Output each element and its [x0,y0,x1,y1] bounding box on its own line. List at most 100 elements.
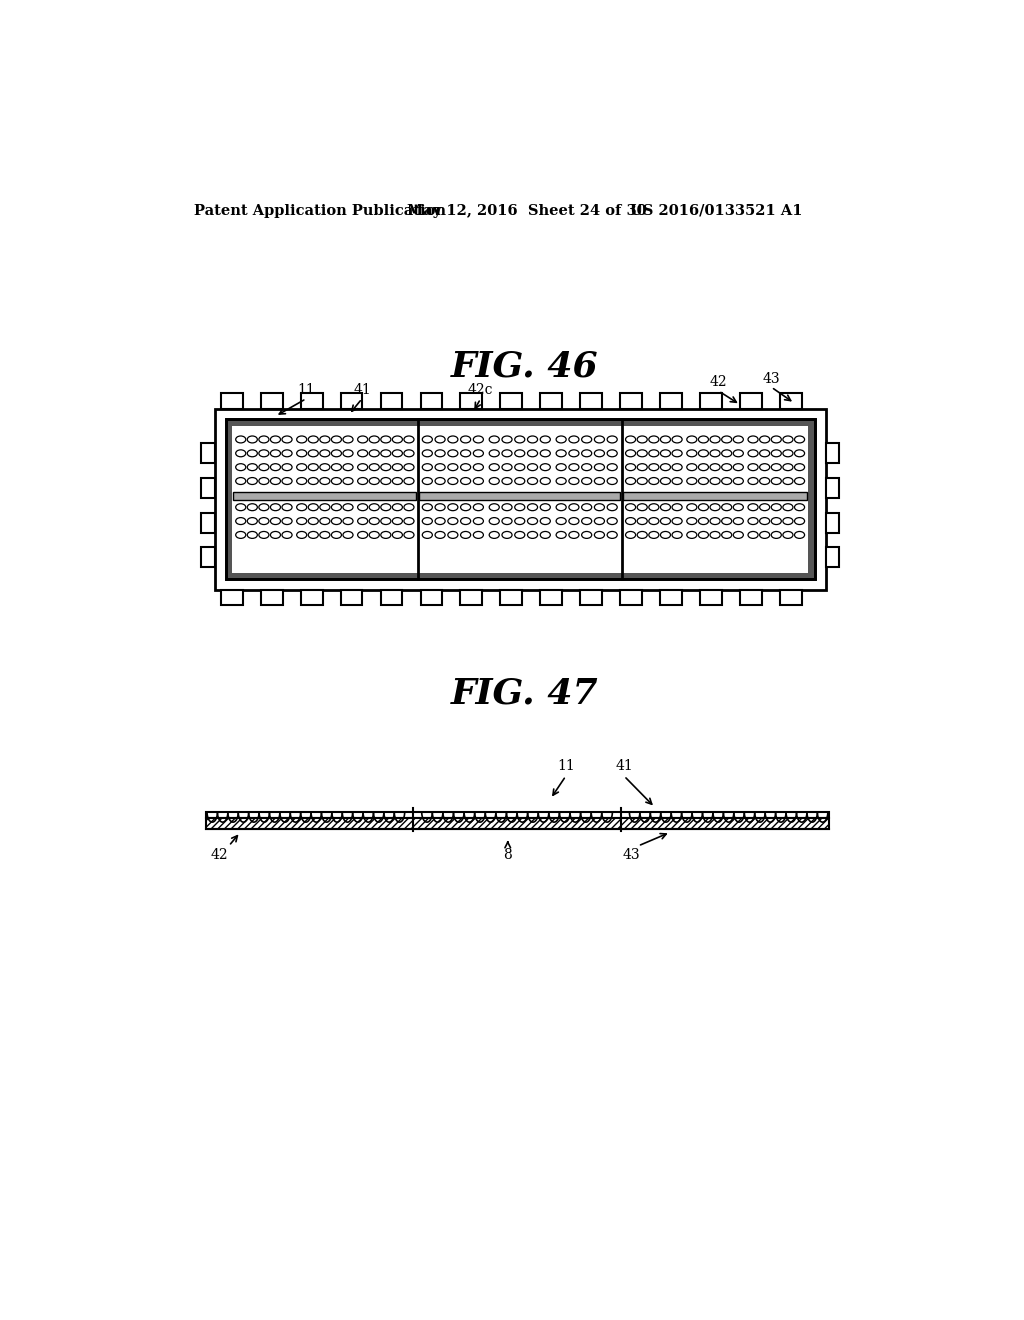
Ellipse shape [556,532,566,539]
Ellipse shape [489,436,500,444]
Ellipse shape [607,436,617,444]
Ellipse shape [319,478,330,484]
Ellipse shape [381,450,391,457]
Ellipse shape [687,532,697,539]
Ellipse shape [332,463,341,471]
Ellipse shape [783,504,793,511]
Ellipse shape [556,504,566,511]
Ellipse shape [527,517,538,524]
Ellipse shape [771,504,781,511]
Ellipse shape [783,532,793,539]
Bar [501,590,522,605]
Ellipse shape [541,478,550,484]
Ellipse shape [569,517,579,524]
Ellipse shape [259,463,269,471]
Ellipse shape [710,478,720,484]
Ellipse shape [594,463,604,471]
Ellipse shape [422,463,432,471]
Ellipse shape [672,463,682,471]
Ellipse shape [392,504,402,511]
Ellipse shape [370,463,379,471]
Ellipse shape [435,436,445,444]
Ellipse shape [594,532,604,539]
Ellipse shape [795,517,805,524]
Ellipse shape [473,504,483,511]
Ellipse shape [722,436,732,444]
Ellipse shape [541,504,550,511]
Ellipse shape [607,478,617,484]
Bar [341,590,362,605]
Text: Patent Application Publication: Patent Application Publication [194,203,445,218]
Ellipse shape [370,504,379,511]
Bar [660,393,682,409]
Ellipse shape [698,478,709,484]
Ellipse shape [403,450,414,457]
Bar [341,393,362,409]
Ellipse shape [607,517,617,524]
Ellipse shape [297,463,307,471]
Text: 8: 8 [504,847,512,862]
Ellipse shape [381,532,391,539]
Ellipse shape [392,450,402,457]
Ellipse shape [236,463,246,471]
Ellipse shape [308,504,318,511]
Ellipse shape [297,450,307,457]
Ellipse shape [297,517,307,524]
Text: 43: 43 [763,371,780,385]
Ellipse shape [569,436,579,444]
Ellipse shape [626,463,636,471]
Ellipse shape [594,436,604,444]
Ellipse shape [392,532,402,539]
Text: 41: 41 [353,383,371,397]
Ellipse shape [748,450,758,457]
Ellipse shape [541,532,550,539]
Ellipse shape [403,532,414,539]
Ellipse shape [569,532,579,539]
Ellipse shape [247,436,257,444]
Ellipse shape [381,463,391,471]
Ellipse shape [332,504,341,511]
Ellipse shape [270,504,281,511]
Bar [825,548,840,568]
Ellipse shape [760,517,770,524]
Ellipse shape [343,450,353,457]
Ellipse shape [357,450,368,457]
Ellipse shape [687,436,697,444]
Bar [206,812,829,818]
Ellipse shape [236,450,246,457]
Ellipse shape [698,463,709,471]
Ellipse shape [582,436,592,444]
Bar [421,590,442,605]
Bar [225,420,815,578]
Ellipse shape [502,517,512,524]
Ellipse shape [748,532,758,539]
Ellipse shape [660,450,671,457]
Ellipse shape [422,517,432,524]
Ellipse shape [515,532,525,539]
Ellipse shape [447,436,458,444]
Ellipse shape [270,517,281,524]
Text: FIG. 47: FIG. 47 [451,677,599,710]
Ellipse shape [783,517,793,524]
Ellipse shape [527,504,538,511]
Ellipse shape [760,478,770,484]
Ellipse shape [392,436,402,444]
Ellipse shape [392,463,402,471]
Ellipse shape [649,504,658,511]
Ellipse shape [527,436,538,444]
Ellipse shape [660,463,671,471]
Ellipse shape [282,504,292,511]
Bar [420,492,621,499]
Ellipse shape [282,517,292,524]
Ellipse shape [435,478,445,484]
Ellipse shape [461,517,471,524]
Ellipse shape [422,532,432,539]
Ellipse shape [435,463,445,471]
Ellipse shape [626,517,636,524]
Bar [261,393,283,409]
Ellipse shape [626,504,636,511]
Ellipse shape [297,532,307,539]
Ellipse shape [259,504,269,511]
Ellipse shape [247,517,257,524]
Ellipse shape [461,450,471,457]
